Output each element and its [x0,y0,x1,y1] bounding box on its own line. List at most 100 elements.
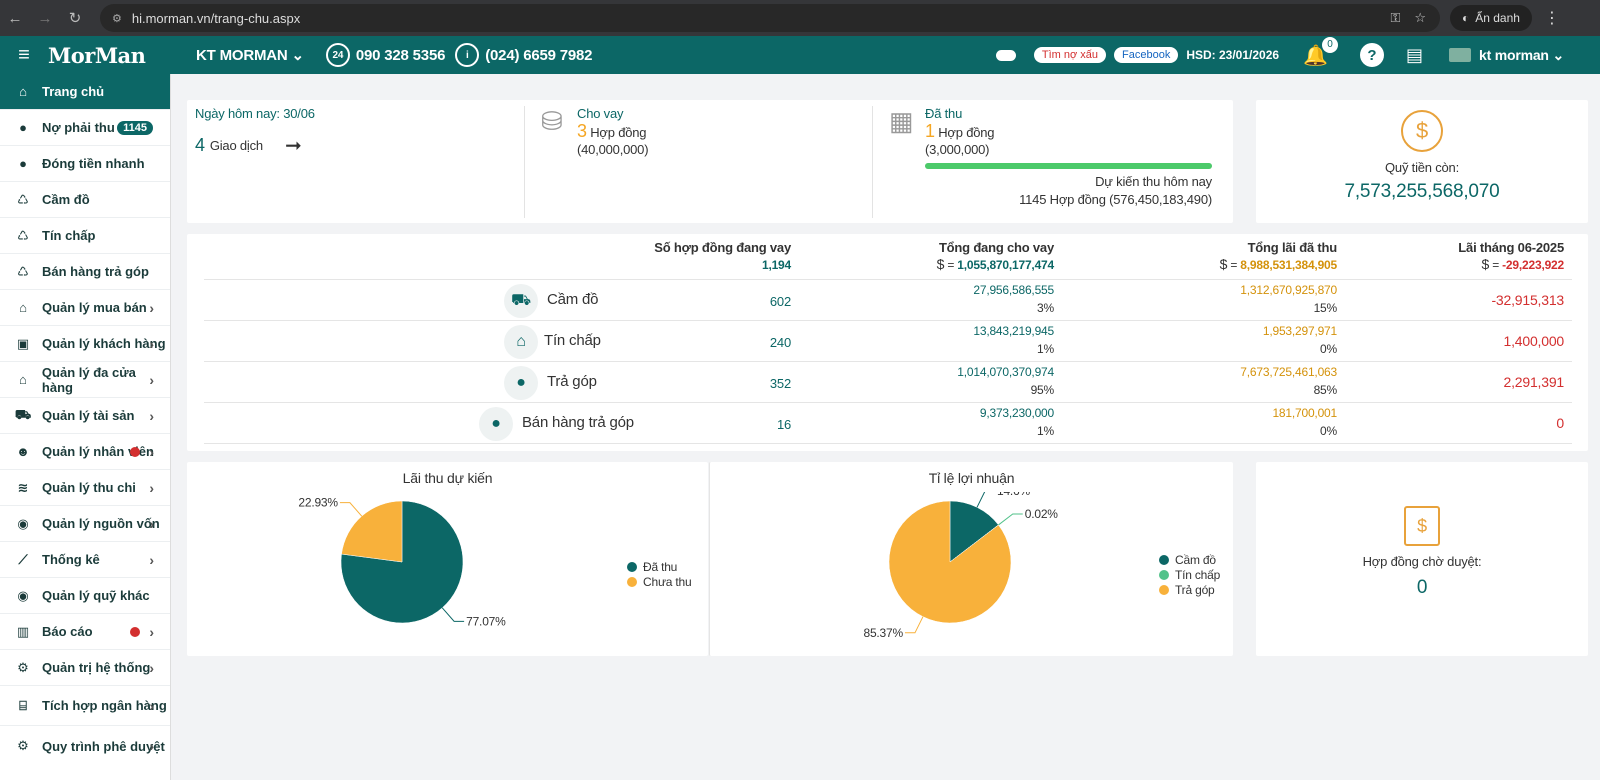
hotline: 24 090 328 5356 [325,43,445,67]
contract-sign-icon: $ [1404,506,1440,546]
sidebar-item-quick-payment[interactable]: ● Đóng tiền nhanh [0,146,170,182]
today-transactions: Ngày hôm nay: 30/06 4 Giao dịch ➞ [195,106,525,218]
sidebar-item-trade[interactable]: ⌂ Quản lý mua bán › [0,290,170,326]
sidebar-item-reports[interactable]: ▥ Báo cáo › [0,614,170,650]
header-interest-total-row: $ = 8,988,531,384,905 [1219,256,1338,272]
sidebar-item-receivables[interactable]: ● Nợ phải thu 1145 [0,110,170,146]
table-row[interactable]: ⌂ Tín chấp 240 13,843,219,945 1% 1,953,2… [204,321,1572,362]
table-row[interactable]: ● Trả góp 352 1,014,070,370,974 95% 7,67… [204,362,1572,403]
row-lending: 1,014,070,370,974 [957,365,1054,379]
bad-debt-button[interactable]: Tìm nợ xấu [1033,47,1107,63]
user-menu[interactable]: kt morman ⌄ [1479,47,1564,64]
sidebar-item-home[interactable]: ⌂ Trang chủ [0,74,170,110]
arrow-right-icon[interactable]: ➞ [284,135,302,157]
sidebar-item-label: Thống kê [42,552,100,567]
legend-label: Cầm đồ [1175,552,1216,567]
row-label: Trả góp [547,373,597,390]
transactions-count: 4 [195,135,205,155]
row-lending-pct: 95% [1030,383,1055,397]
pie-label-line [998,513,1023,526]
sidebar-item-label: Quy trình phê duyệt [42,738,165,754]
legend-item[interactable]: Cầm đồ [1159,552,1220,567]
collected-summary: ▦ Đã thu 1 Hợp đồng (3,000,000) Dự kiến … [887,106,1227,218]
sidebar-item-label: Báo cáo [42,624,93,639]
transactions-row[interactable]: 4 Giao dịch ➞ [195,133,524,158]
logo[interactable]: MorMan [48,42,146,68]
pie-slice-Cầm đồ[interactable] [949,500,999,563]
dollar-coin-icon: $ [1401,110,1443,152]
coin-icon: ● [19,156,27,171]
sidebar-item-admin[interactable]: ⚙ Quản trị hệ thống › [0,650,170,686]
notification-bell-icon[interactable]: 🔔 0 [1303,36,1338,68]
header-month-total: -29,223,922 [1502,258,1564,272]
collected-amount: (3,000,000) [925,142,990,157]
sidebar-item-label: Quản trị hệ thống [42,660,151,675]
transactions-label: Giao dịch [209,138,263,153]
row-interest: 181,700,001 [1272,406,1337,420]
incognito-indicator[interactable]: ◐ Ẩn danh [1450,5,1532,31]
sidebar-item-label: Quản lý quỹ khác [42,588,150,603]
notification-count: 0 [1321,36,1338,53]
sidebar-item-pawn[interactable]: ♺ Cầm đồ [0,182,170,218]
sidebar-item-other-funds[interactable]: ◉ Quản lý quỹ khác [0,578,170,614]
expected-label: Dự kiến thu hôm nay [1095,174,1212,189]
forward-icon[interactable]: → [37,9,53,27]
row-interest-pct: 0% [1320,424,1337,438]
chevron-right-icon: › [149,738,154,754]
header-interest-total: 8,988,531,384,905 [1240,258,1337,272]
sidebar-item-label: Quản lý mua bán [42,300,147,315]
chevron-right-icon: › [149,659,154,676]
sidebar-item-assets[interactable]: ⛟ Quản lý tài sản › [0,398,170,434]
chevron-right-icon: › [149,335,154,352]
avatar[interactable] [1448,48,1471,62]
sidebar-item-stores[interactable]: ⌂ Quản lý đa cửa hàng › [0,362,170,398]
sidebar-item-customers[interactable]: ▣ Quản lý khách hàng › [0,326,170,362]
row-lending: 27,956,586,555 [973,283,1054,297]
sidebar-item-bank[interactable]: ⌸ Tích hợp ngân hàng › [0,686,170,726]
help-icon[interactable]: ? [1359,43,1384,67]
key-icon[interactable]: ⚿ [1390,10,1401,25]
theme-toggle[interactable] [995,49,1016,61]
table-row[interactable]: ● Bán hàng trả góp 16 9,373,230,000 1% 1… [204,403,1572,444]
pie-slice-Chưa thu[interactable] [341,500,403,563]
coin-icon: ● [19,120,27,135]
chevron-right-icon: › [149,697,154,714]
chevron-down-icon: ⌄ [1552,46,1564,63]
fund-label: Quỹ tiền còn: [1385,160,1459,175]
legend-item[interactable]: Trả góp [1159,582,1220,597]
address-bar[interactable]: ⚙ hi.morman.vn/trang-chu.aspx ⚿ ☆ [100,4,1440,32]
facebook-button[interactable]: Facebook [1114,47,1179,63]
site-info-icon[interactable]: ⚙ [112,12,122,25]
loan-count: 3 [577,121,587,141]
reload-icon[interactable]: ↻ [68,10,82,27]
chart-legend: Cầm đồ Tín chấp Trả góp [1159,552,1220,597]
bookmark-star-icon[interactable]: ☆ [1414,10,1426,25]
legend-item[interactable]: Chưa thu [627,574,692,589]
sidebar-item-capital[interactable]: ◉ Quản lý nguồn vốn › [0,506,170,542]
pie-label-line [904,616,924,634]
row-lending-pct: 1% [1037,342,1054,356]
home-icon: ⌂ [19,84,27,99]
dollar-icon: $ [936,256,945,272]
document-icon[interactable]: ▤ [1405,44,1423,65]
sidebar-item-installment-sales[interactable]: ♺ Bán hàng trả góp [0,254,170,290]
table-row[interactable]: ⛟ Cầm đồ 602 27,956,586,555 3% 1,312,670… [204,280,1572,321]
pie-slice-Trả góp[interactable] [888,500,1012,624]
sidebar-item-unsecured[interactable]: ♺ Tín chấp [0,218,170,254]
chevron-right-icon: › [149,407,154,424]
wallet-icon: ▦ [889,106,914,136]
legend-item[interactable]: Đã thu [627,559,691,574]
sidebar-item-statistics[interactable]: ⟋ Thống kê › [0,542,170,578]
sidebar-item-staff[interactable]: ☻ Quản lý nhân viên › [0,434,170,470]
sidebar-item-approval[interactable]: ⚙ Quy trình phê duyệt › [0,726,170,766]
menu-icon[interactable]: ≡ [18,43,30,66]
legend-item[interactable]: Tín chấp [1159,567,1220,582]
sidebar-item-cashflow[interactable]: ≋ Quản lý thu chi › [0,470,170,506]
header-interest: Tổng lãi đã thu [1247,240,1338,255]
pending-label: Hợp đồng chờ duyệt: [1362,554,1482,569]
collected-unit: Hợp đồng [938,125,995,140]
browser-menu-icon[interactable]: ⋮ [1543,10,1560,27]
company-selector[interactable]: KT MORMAN ⌄ [196,46,304,64]
row-lending-pct: 3% [1037,301,1054,315]
back-icon[interactable]: ← [7,9,23,27]
